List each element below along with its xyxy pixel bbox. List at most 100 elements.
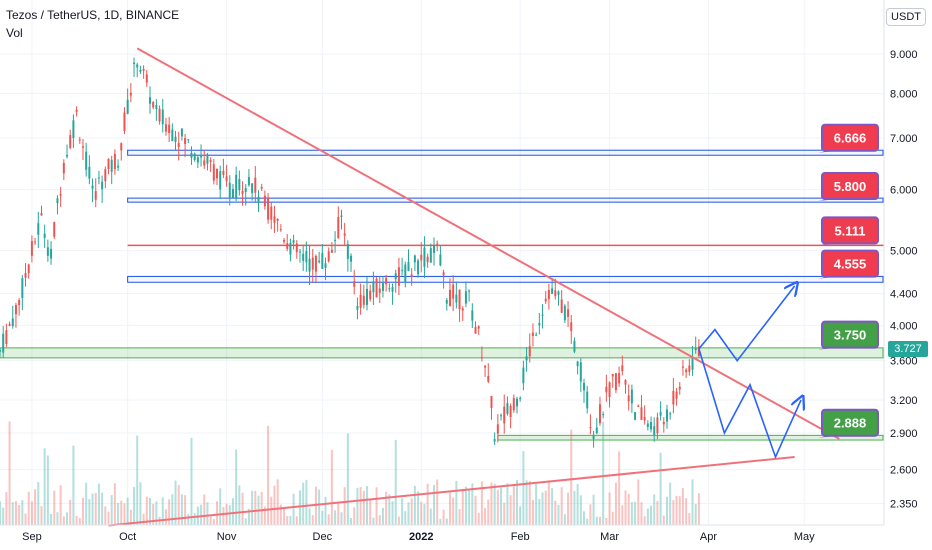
candle-body [688, 365, 691, 372]
candle-body [180, 128, 183, 137]
candle-body [14, 305, 17, 315]
volume-bar [318, 489, 321, 525]
volume-bar [305, 479, 308, 525]
candle-body [292, 240, 295, 243]
price-axis: 9.000 8.000 7.000 6.000 5.000 4.400 4.000 3.600… [890, 49, 918, 511]
trendline[interactable] [108, 455, 795, 527]
candle-body [104, 169, 107, 182]
level-callout-box[interactable] [821, 249, 879, 278]
candle-body [650, 422, 653, 430]
level-callout-pointer [818, 347, 838, 350]
candle-body [152, 102, 155, 108]
candle-body [203, 160, 206, 166]
volume-bar [56, 512, 59, 525]
volume-bar [216, 501, 219, 525]
candle-body [356, 305, 359, 310]
volume-bar [563, 514, 566, 525]
level-callout-box[interactable] [821, 171, 879, 200]
y-tick-label: 9.000 [890, 49, 918, 61]
candle-body [78, 139, 81, 141]
volume-bar [123, 503, 126, 525]
y-tick-label: 2.350 [890, 498, 918, 510]
level-callout-box[interactable] [821, 408, 879, 437]
candle-body [637, 405, 640, 407]
candle-body [442, 272, 445, 276]
volume-bar [378, 515, 381, 525]
candle-body [88, 166, 91, 179]
y-tick-label: 6.000 [890, 185, 918, 197]
volume-bar [276, 479, 279, 525]
symbol-title[interactable]: Tezos / TetherUS, 1D, BINANCE [6, 8, 180, 22]
candle-body [133, 62, 136, 65]
candle-body [311, 257, 314, 270]
volume-bar [222, 506, 225, 525]
volume-bar [295, 516, 298, 525]
candle-body [410, 274, 413, 277]
projection-paths [698, 286, 801, 460]
projection-path[interactable] [698, 286, 795, 363]
candle-body [209, 160, 212, 163]
candle-body [136, 64, 139, 68]
candle-body [270, 206, 273, 220]
x-tick-label: Mar [600, 531, 619, 543]
x-tick-label: May [794, 531, 815, 543]
candle-body [691, 358, 694, 370]
candle-body [254, 177, 257, 193]
candle-body [324, 263, 327, 268]
volume-bar [228, 505, 231, 525]
candle-body [423, 247, 426, 267]
candle-body [219, 171, 222, 190]
volume-bar [436, 479, 439, 525]
volume-bars [0, 421, 700, 525]
candle-body [5, 330, 8, 344]
level-callout-pointer [818, 150, 838, 153]
volume-bar [0, 501, 1, 525]
volume-bar [75, 515, 78, 525]
candle-body [177, 142, 180, 147]
volume-bar [560, 487, 563, 525]
candle-body [589, 427, 592, 429]
volume-bar [59, 485, 62, 525]
level-callout-box[interactable] [821, 123, 879, 152]
volume-bar [509, 495, 512, 525]
candle-body [579, 362, 582, 382]
volume-indicator-label[interactable]: Vol [6, 26, 23, 40]
volume-bar [238, 485, 241, 525]
volume-bar [538, 499, 541, 525]
volume-bar [94, 492, 97, 525]
candle-body [113, 153, 116, 170]
candle-body [46, 247, 49, 256]
level-callout-box[interactable] [821, 216, 879, 245]
volume-bar [544, 490, 547, 525]
level-boxes [0, 149, 884, 441]
candle-body [337, 217, 340, 238]
candle-body [634, 412, 637, 420]
candle-body [515, 398, 518, 407]
candle-body [340, 215, 343, 217]
level-callout-box[interactable] [821, 320, 879, 349]
volume-bar [350, 518, 353, 525]
projection-path[interactable] [698, 348, 801, 460]
candle-body [694, 348, 697, 351]
volume-bar [618, 451, 621, 525]
candle-body [123, 112, 126, 132]
volume-bar [260, 492, 263, 525]
trendline[interactable] [136, 47, 840, 440]
volume-bar [445, 518, 448, 525]
candle-body [66, 155, 69, 157]
candle-body [672, 390, 675, 405]
volume-bar [448, 492, 451, 525]
volume-bar [493, 483, 496, 525]
volume-bar [614, 482, 617, 525]
candle-body [413, 255, 416, 263]
volume-bar [168, 499, 171, 525]
volume-bar [423, 503, 426, 525]
volume-bar [388, 494, 391, 525]
currency-selector[interactable]: USDT [886, 8, 926, 26]
candle-body [557, 291, 560, 295]
candle-body [391, 287, 394, 292]
y-tick-label: 5.000 [890, 246, 918, 258]
candle-body [359, 294, 362, 308]
volume-bar [525, 480, 528, 525]
